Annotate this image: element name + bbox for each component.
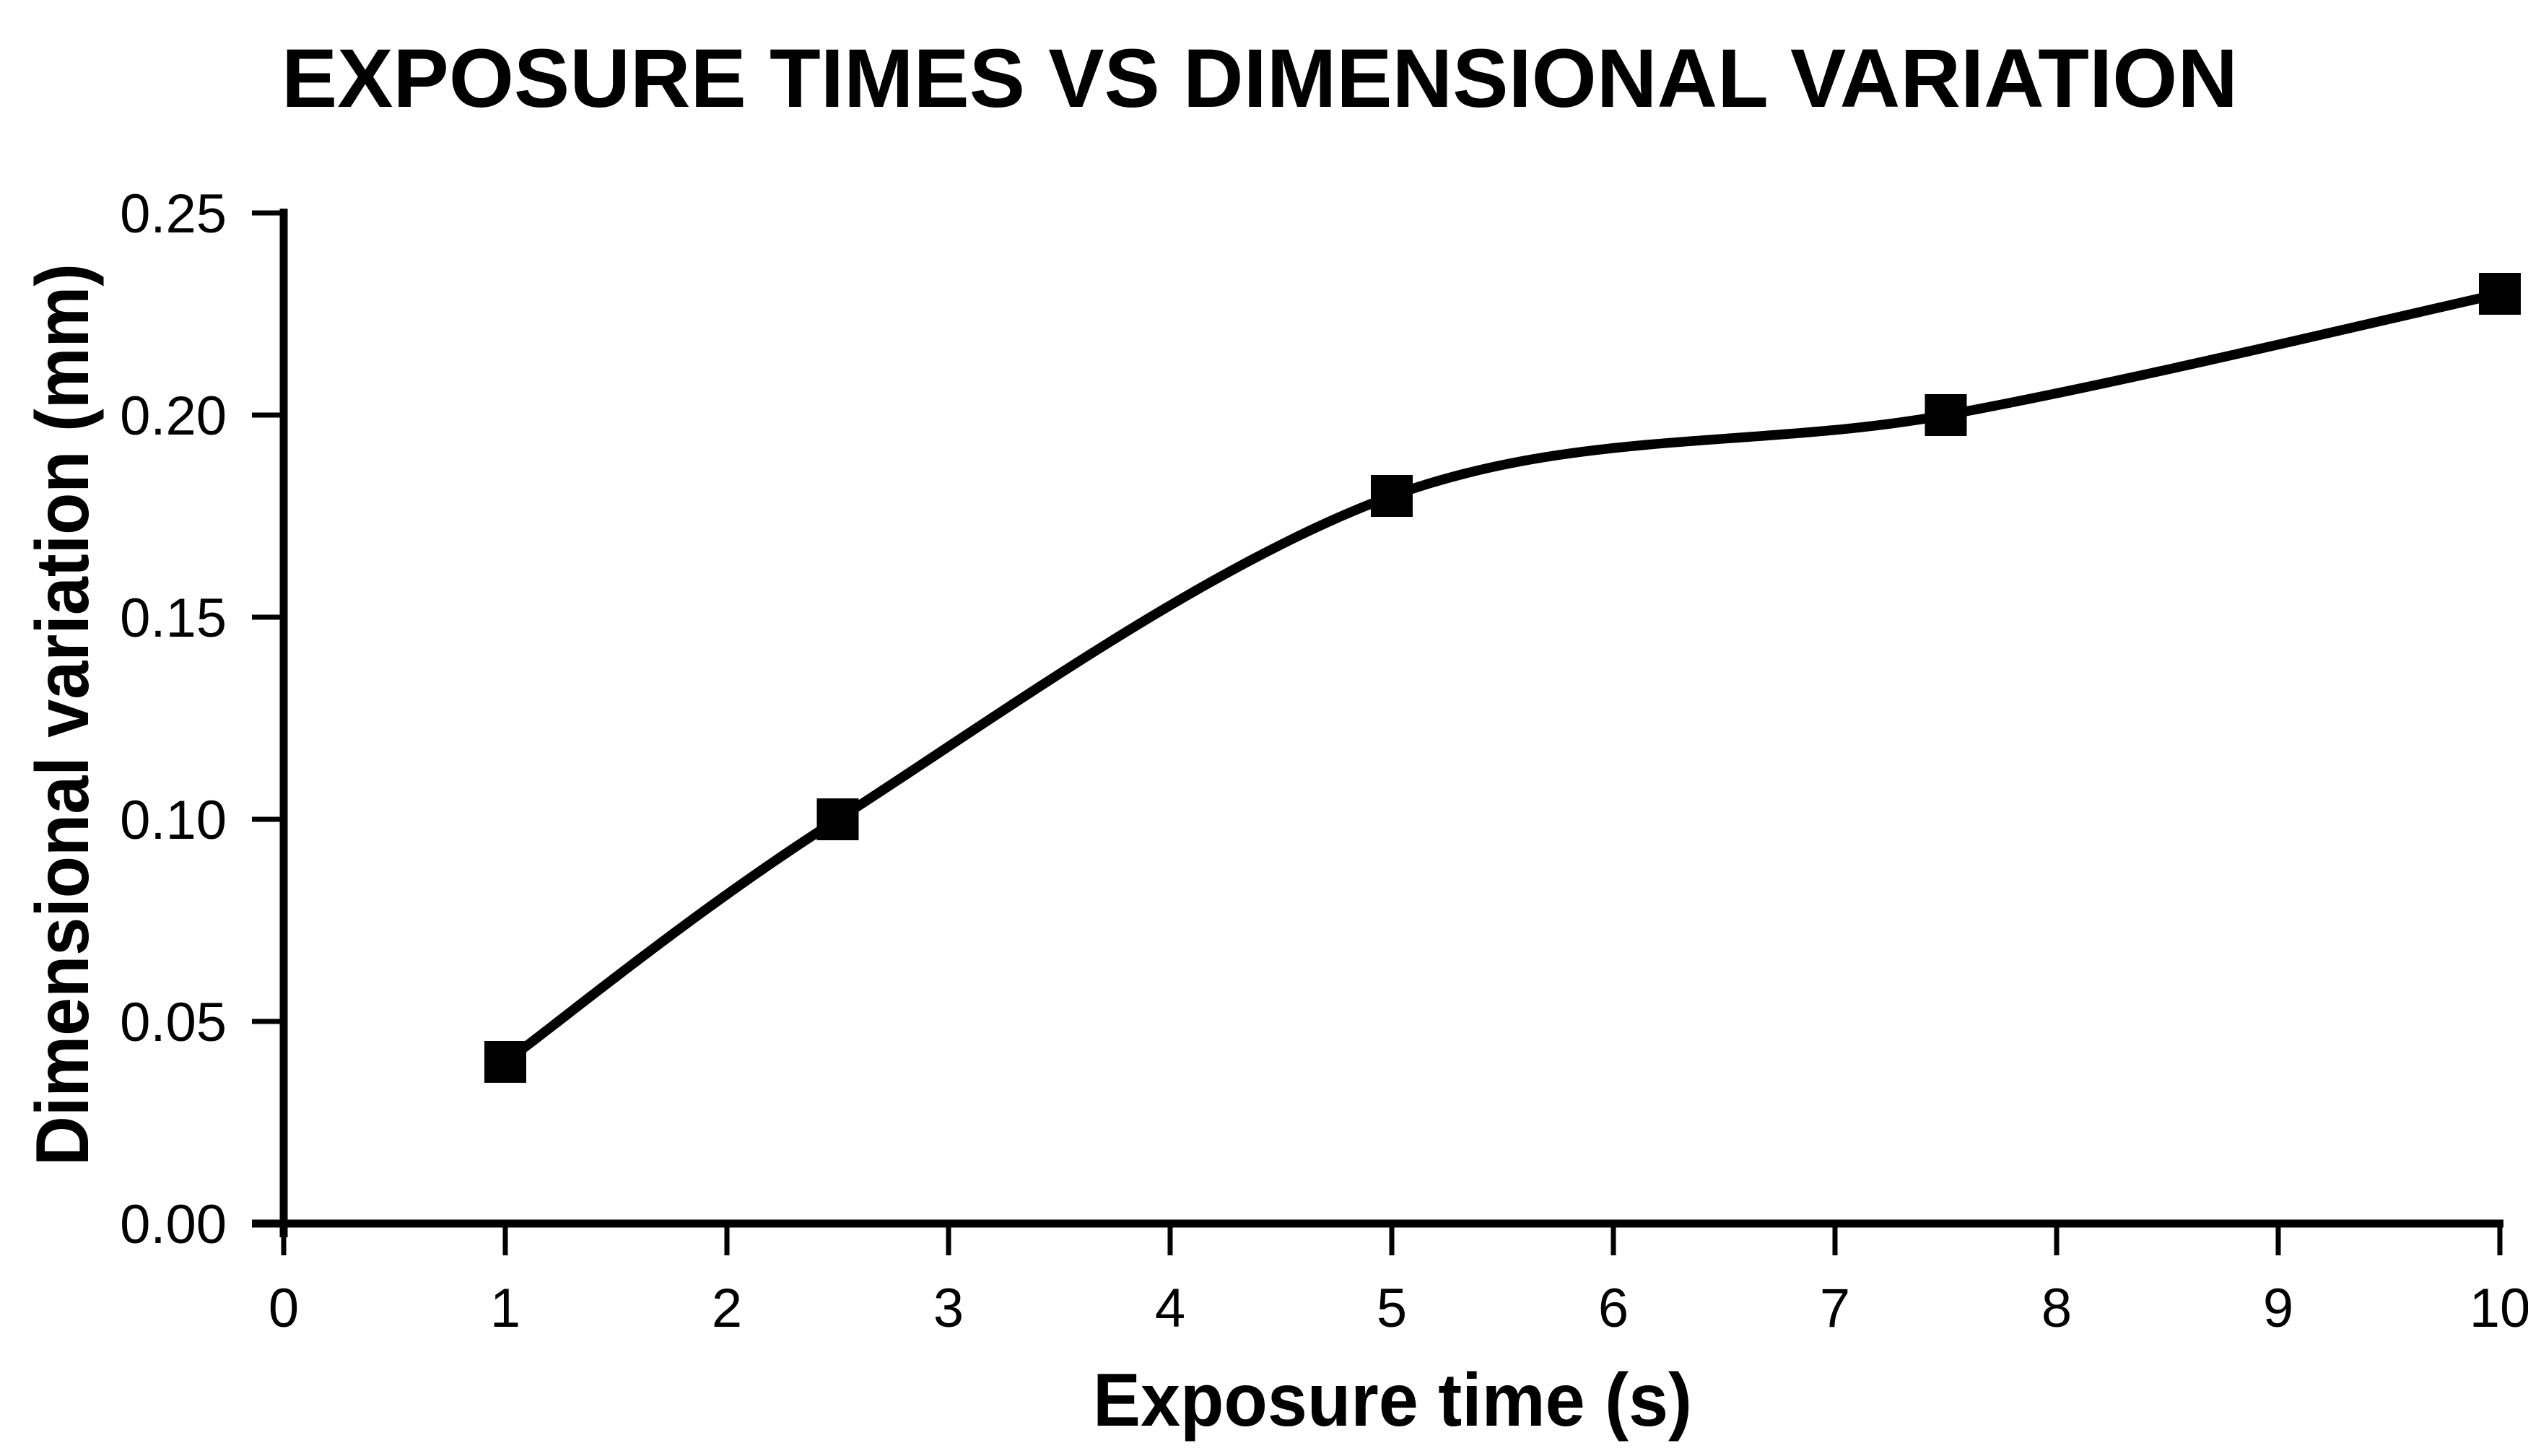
x-tick-label: 0	[269, 1278, 299, 1339]
x-tick-label: 2	[712, 1278, 742, 1339]
y-tick-label: 0.15	[120, 588, 227, 649]
x-tick-label: 8	[2041, 1278, 2072, 1339]
plot-layer: 0 1 2 3 4 5 6 7 8 9 10 0.00 0.05 0.10 0.15 0.20 0.25	[120, 183, 2528, 1339]
x-tick-label: 6	[1598, 1278, 1629, 1339]
data-point-marker	[484, 1041, 526, 1083]
data-point-marker	[816, 798, 859, 840]
y-tick-label: 0.20	[120, 385, 227, 447]
x-tick-label: 4	[1155, 1278, 1185, 1339]
x-axis-title: Exposure time (s)	[1093, 1359, 1692, 1442]
data-point-marker	[1925, 394, 1967, 436]
x-tick-label: 7	[1820, 1278, 1850, 1339]
y-tick-label: 0.25	[120, 183, 227, 245]
y-tick-label: 0.05	[120, 992, 227, 1053]
y-tick-label: 0.10	[120, 790, 227, 851]
x-tick-label: 1	[490, 1278, 520, 1339]
x-tick-label: 3	[933, 1278, 964, 1339]
data-point-marker	[1371, 475, 1413, 517]
x-tick-label: 5	[1377, 1278, 1407, 1339]
x-tick-label: 9	[2263, 1278, 2293, 1339]
data-series-line	[500, 289, 2505, 1067]
y-axis-title: Dimensional variation (mm)	[21, 263, 105, 1166]
y-tick-label: 0.00	[120, 1194, 227, 1255]
data-point-marker	[2479, 273, 2521, 315]
x-tick-label: 10	[2470, 1278, 2528, 1339]
chart-title: EXPOSURE TIMES VS DIMENSIONAL VARIATION	[282, 32, 2238, 125]
